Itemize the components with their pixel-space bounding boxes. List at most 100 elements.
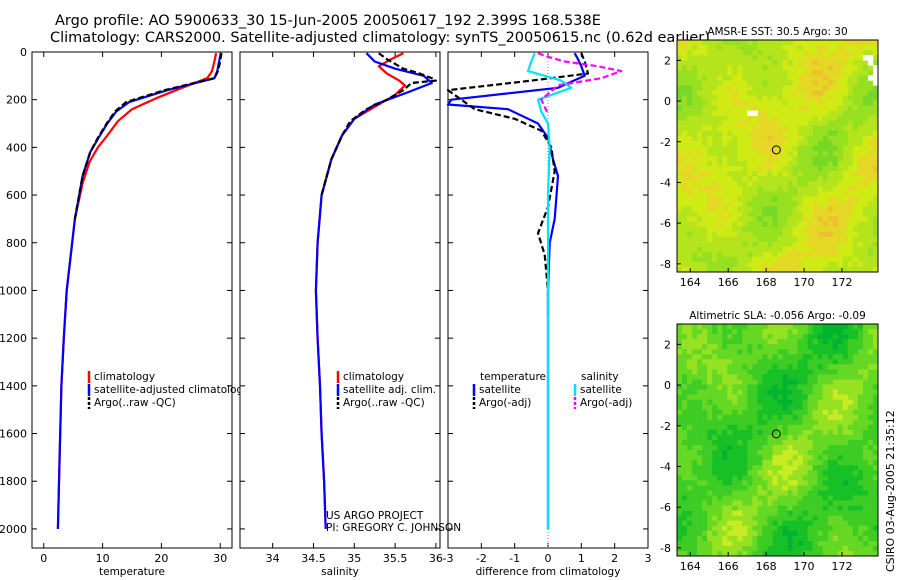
sst_map-cell bbox=[677, 236, 683, 243]
sst_map-cell bbox=[862, 75, 869, 81]
sst_map-cell bbox=[842, 161, 849, 167]
sla_map-cell bbox=[772, 510, 778, 516]
sla_map-cell bbox=[807, 510, 813, 516]
sst_map-cell bbox=[712, 226, 718, 232]
salinity-legend-item-label: Argo(..raw -QC) bbox=[343, 397, 425, 409]
temperature-legend-item-label: climatology bbox=[94, 371, 155, 383]
sla_map-cell bbox=[837, 389, 844, 395]
sla_map-cell bbox=[727, 505, 733, 511]
sla_map-cell bbox=[692, 520, 698, 527]
sla_map-cell bbox=[792, 409, 798, 416]
sst_map-cell bbox=[677, 251, 683, 258]
sla_map-cell bbox=[722, 535, 728, 542]
sla_map-cell bbox=[817, 520, 824, 527]
sst_map-cell bbox=[727, 45, 733, 51]
sla_map-cell bbox=[717, 520, 723, 527]
sst_map-cell bbox=[787, 65, 793, 71]
sst_map-cell bbox=[762, 216, 768, 222]
sla_map-cell bbox=[717, 500, 723, 506]
sst_map-cell bbox=[812, 50, 818, 56]
sst_map-cell bbox=[762, 90, 768, 96]
sst_map-cell bbox=[867, 100, 874, 106]
sla_map-cell bbox=[847, 520, 854, 527]
sla_map-cell bbox=[857, 354, 864, 360]
sla_map-cell bbox=[752, 374, 758, 380]
sla_map-cell bbox=[702, 409, 708, 416]
sla_map-cell bbox=[842, 384, 849, 390]
sst_map-cell bbox=[852, 261, 859, 268]
sst_map-missing-cell bbox=[872, 80, 879, 86]
sst_map-cell bbox=[722, 120, 728, 127]
sla_map-cell bbox=[717, 455, 723, 461]
sla_map-cell bbox=[842, 354, 849, 360]
sla_map-cell bbox=[847, 384, 854, 390]
sst_map-cell bbox=[792, 60, 798, 66]
sst_map-cell bbox=[677, 95, 683, 101]
sla_map-cell bbox=[852, 485, 859, 491]
sla_map-cell bbox=[712, 334, 718, 340]
sst_map-cell bbox=[822, 191, 829, 197]
sla_map-cell bbox=[732, 424, 738, 431]
sst_map-cell bbox=[762, 256, 768, 263]
sst_map-cell bbox=[822, 226, 829, 232]
sst_map-cell bbox=[757, 150, 763, 157]
sst_map-cell bbox=[852, 95, 859, 101]
sst_map-cell bbox=[772, 246, 778, 253]
sst_map-cell bbox=[692, 55, 698, 61]
sla_map-cell bbox=[862, 460, 869, 466]
sla_map-cell bbox=[842, 374, 849, 380]
sla_map-cell bbox=[817, 359, 824, 365]
sst_map-cell bbox=[792, 55, 798, 61]
sst_map-cell bbox=[717, 70, 723, 76]
sst_map-cell bbox=[767, 55, 773, 61]
sla_map-cell bbox=[847, 485, 854, 491]
sst_map-cell bbox=[802, 70, 808, 76]
sst_map-argo-location-marker bbox=[771, 145, 781, 155]
sla_map-cell bbox=[757, 545, 763, 552]
sla_map-cell bbox=[687, 475, 693, 481]
sst_map-cell bbox=[722, 176, 728, 182]
sla_map-cell bbox=[747, 475, 753, 481]
temperature-axes-frame bbox=[31, 51, 233, 549]
sst_map-cell bbox=[757, 256, 763, 263]
sla_map-cell bbox=[702, 505, 708, 511]
sst_map-cell bbox=[752, 45, 758, 51]
sla_map-cell bbox=[852, 374, 859, 380]
sla_map-cell bbox=[702, 520, 708, 527]
sst_map-cell bbox=[827, 55, 834, 61]
sla_map-cell bbox=[712, 545, 718, 552]
sst_map-cell bbox=[857, 256, 864, 263]
sla_map-cell bbox=[792, 399, 798, 405]
sla_map-cell bbox=[852, 434, 859, 441]
sst_map-cell bbox=[782, 125, 788, 132]
sla_map-cell bbox=[802, 475, 808, 481]
sla_map-cell bbox=[742, 465, 748, 471]
sst_map-cell bbox=[767, 246, 773, 253]
sla_map-cell bbox=[787, 475, 793, 481]
sst_map-cell bbox=[682, 186, 688, 192]
sla_map-cell bbox=[852, 419, 859, 426]
sst_map-cell bbox=[812, 105, 818, 111]
sla_map-cell bbox=[832, 324, 839, 330]
sla_map-cell bbox=[837, 550, 844, 557]
sla_map-cell bbox=[732, 394, 738, 400]
sla_map-cell bbox=[722, 364, 728, 370]
sla_map-cell bbox=[702, 465, 708, 471]
sst_map-cell bbox=[777, 251, 783, 258]
sst_map-cell bbox=[702, 115, 708, 121]
sla_map-cell bbox=[857, 349, 864, 355]
sst_map-cell bbox=[677, 201, 683, 207]
sla_map-cell bbox=[752, 530, 758, 537]
sst_map-cell bbox=[867, 186, 874, 192]
sla_map-cell bbox=[702, 525, 708, 532]
sla_map-cell bbox=[677, 490, 683, 496]
sla_map-cell bbox=[767, 434, 773, 441]
sst_map-cell bbox=[847, 211, 854, 217]
sla_map-cell bbox=[742, 460, 748, 466]
sst_map-cell bbox=[837, 100, 844, 106]
sla_map-cell bbox=[682, 434, 688, 441]
sst_map-cell bbox=[782, 100, 788, 106]
sla_map-cell bbox=[737, 339, 743, 345]
sla_map-cell bbox=[707, 465, 713, 471]
